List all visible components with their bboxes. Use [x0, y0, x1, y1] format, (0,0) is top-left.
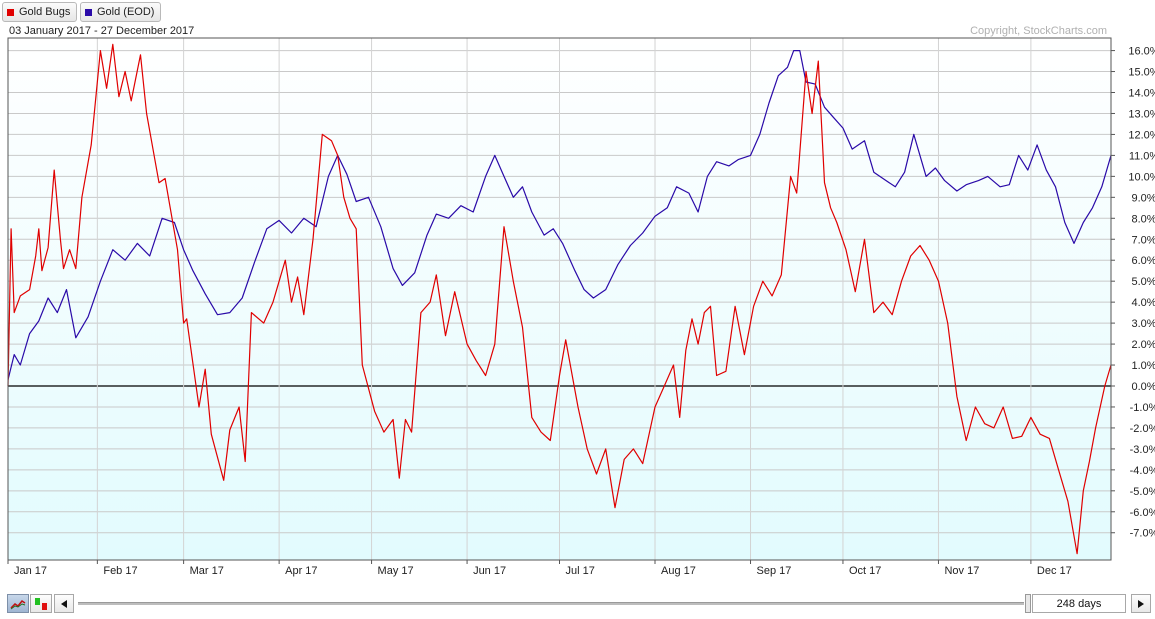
y-tick-label: 0.0% — [1131, 381, 1155, 393]
legend-gold-bugs[interactable]: Gold Bugs — [2, 2, 78, 22]
y-tick-label: 12.0% — [1128, 129, 1155, 141]
y-tick-label: -6.0% — [1130, 507, 1155, 519]
triangle-left-icon — [61, 599, 67, 608]
time-scrollbar-track[interactable] — [78, 602, 1024, 605]
legend-label-gold-bugs: Gold Bugs — [19, 6, 71, 18]
x-tick-label: Aug 17 — [661, 565, 696, 577]
grid-lines — [7, 38, 1111, 560]
x-tick-label: Dec 17 — [1037, 565, 1072, 577]
series-line-gold-eod — [7, 49, 1112, 380]
date-range-label: 03 January 2017 - 27 December 2017 — [9, 25, 195, 37]
y-tick-label: 16.0% — [1128, 46, 1155, 58]
series-line-gold-bugs — [7, 43, 1112, 555]
y-tick-label: 5.0% — [1131, 276, 1155, 288]
y-tick-label: 9.0% — [1131, 192, 1155, 204]
y-tick-label: 15.0% — [1128, 67, 1155, 79]
y-tick-label: 7.0% — [1131, 234, 1155, 246]
series-lines — [7, 43, 1112, 555]
x-tick-label: Jan 17 — [14, 565, 47, 577]
y-tick-label: -2.0% — [1130, 423, 1155, 435]
y-tick-label: 13.0% — [1128, 108, 1155, 120]
x-tick-label: Nov 17 — [944, 565, 979, 577]
line-chart-icon — [10, 599, 26, 609]
y-tick-label: 4.0% — [1131, 297, 1155, 309]
y-tick-label: 1.0% — [1131, 360, 1155, 372]
legend-label-gold-eod: Gold (EOD) — [97, 6, 155, 18]
x-tick-label: Sep 17 — [757, 565, 792, 577]
x-axis-ticks: Jan 17 Feb 17 Mar 17 Apr 17 May 17 Jun 17 Jul … — [7, 560, 1072, 577]
plot-border — [7, 37, 1112, 561]
legend-swatch-gold-bugs — [7, 8, 14, 16]
x-tick-label: Jul 17 — [566, 565, 595, 577]
scroll-right-button[interactable] — [1131, 594, 1151, 613]
x-tick-label: Feb 17 — [103, 565, 137, 577]
copyright-label: Copyright, StockCharts.com — [970, 25, 1107, 37]
y-tick-label: -3.0% — [1130, 444, 1155, 456]
y-axis-ticks: 16.0% 15.0% 14.0% 13.0% 12.0% 11.0% 10.0% 9.0% 8… — [1111, 46, 1155, 540]
y-tick-label: 2.0% — [1131, 339, 1155, 351]
x-tick-label: Apr 17 — [285, 565, 317, 577]
x-tick-label: Jun 17 — [473, 565, 506, 577]
x-tick-label: Mar 17 — [190, 565, 224, 577]
y-tick-label: -7.0% — [1130, 528, 1155, 540]
scroll-left-button[interactable] — [54, 594, 74, 613]
y-tick-label: 3.0% — [1131, 318, 1155, 330]
y-tick-label: 14.0% — [1128, 88, 1155, 100]
triangle-right-icon — [1138, 599, 1144, 608]
y-tick-label: -5.0% — [1130, 486, 1155, 498]
legend-gold-eod[interactable]: Gold (EOD) — [80, 2, 162, 22]
y-tick-label: -1.0% — [1130, 402, 1155, 414]
y-tick-label: -4.0% — [1130, 465, 1155, 477]
x-tick-label: May 17 — [378, 565, 414, 577]
candlestick-icon — [35, 597, 47, 610]
y-tick-label: 10.0% — [1128, 171, 1155, 183]
days-range-box[interactable]: 248 days — [1032, 594, 1126, 613]
y-tick-label: 8.0% — [1131, 213, 1155, 225]
legend-swatch-gold-eod — [85, 8, 92, 16]
candlestick-style-button[interactable] — [30, 594, 52, 613]
x-tick-label: Oct 17 — [849, 565, 881, 577]
y-tick-label: 11.0% — [1129, 150, 1155, 162]
line-chart-style-button[interactable] — [7, 594, 29, 613]
time-scrollbar-handle[interactable] — [1025, 594, 1031, 613]
y-tick-label: 6.0% — [1131, 255, 1155, 267]
price-performance-chart: 16.0% 15.0% 14.0% 13.0% 12.0% 11.0% 10.0% 9.0% 8… — [7, 37, 1155, 577]
